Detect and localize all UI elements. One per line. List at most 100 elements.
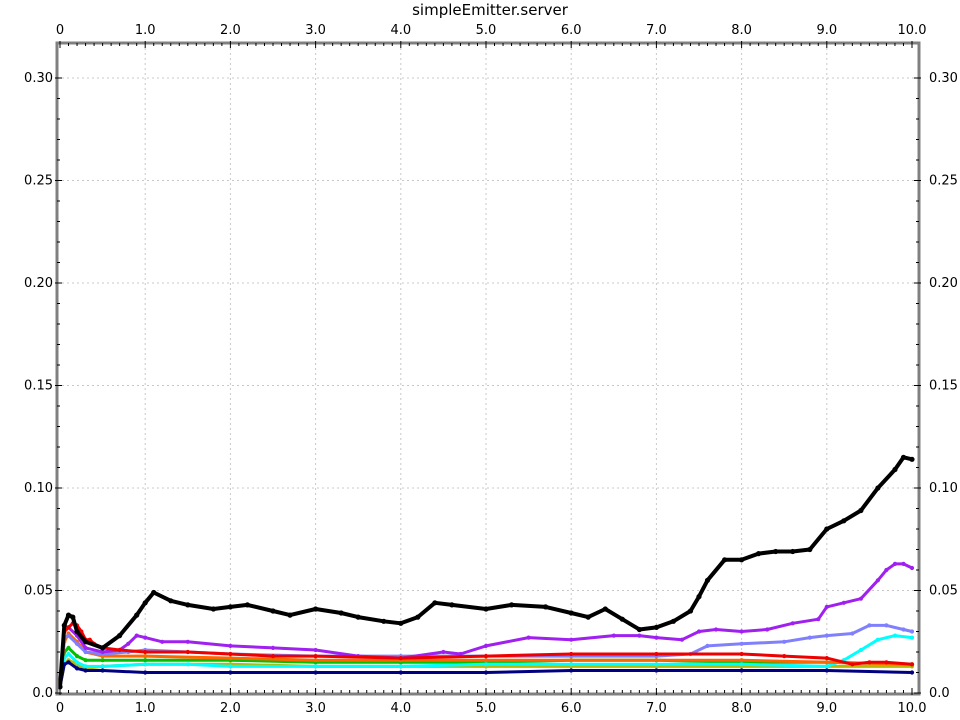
x-tick-label-bottom: 0 <box>56 701 64 716</box>
data-point <box>739 629 744 634</box>
data-point <box>654 651 659 657</box>
data-point <box>74 654 80 659</box>
data-point <box>66 660 71 665</box>
data-point <box>696 594 702 600</box>
data-point <box>892 466 898 473</box>
data-point <box>687 608 694 614</box>
data-point <box>270 608 276 614</box>
data-point <box>841 600 846 605</box>
data-point <box>83 658 88 663</box>
data-point <box>143 654 148 659</box>
data-point <box>782 654 787 659</box>
data-point <box>824 656 829 661</box>
data-point <box>909 635 915 640</box>
data-point <box>569 662 574 667</box>
data-point <box>909 670 915 675</box>
data-point <box>74 666 80 671</box>
data-point <box>415 614 421 620</box>
data-point <box>483 658 489 663</box>
data-point <box>313 670 318 675</box>
data-point <box>892 561 898 567</box>
data-point <box>824 633 829 638</box>
data-point <box>875 637 881 642</box>
data-point <box>483 662 489 667</box>
data-point <box>654 662 659 667</box>
data-point <box>722 557 728 563</box>
data-point <box>875 578 881 583</box>
data-point <box>568 610 574 616</box>
data-point <box>850 631 855 636</box>
data-point <box>654 635 659 640</box>
y-tick-label-right: 0.20 <box>929 276 958 291</box>
data-point <box>228 670 233 675</box>
data-point <box>543 604 549 610</box>
data-point <box>87 637 92 642</box>
data-point <box>228 643 233 649</box>
data-point <box>228 651 233 657</box>
data-point <box>756 551 762 557</box>
plot-frame <box>55 41 921 696</box>
data-point <box>313 647 318 653</box>
data-point <box>287 612 293 618</box>
data-point <box>569 668 574 673</box>
x-tick-label-top: 1.0 <box>135 23 156 38</box>
data-point <box>909 629 915 634</box>
series-line <box>58 455 914 689</box>
data-point <box>654 658 659 663</box>
series-line <box>58 660 914 689</box>
data-point <box>83 664 88 669</box>
x-tick-label-top: 9.0 <box>816 23 837 38</box>
data-point <box>619 616 625 622</box>
data-point <box>143 649 148 655</box>
series-group <box>57 454 915 690</box>
y-tick-label-left: 0.05 <box>24 584 53 599</box>
data-point <box>654 668 659 673</box>
data-point <box>807 635 812 640</box>
x-tick-label-bottom: 6.0 <box>561 701 582 716</box>
data-point <box>739 662 744 667</box>
data-point <box>765 627 770 632</box>
data-point <box>909 456 915 462</box>
data-point <box>117 633 123 639</box>
data-point <box>313 606 319 612</box>
data-point <box>509 602 515 608</box>
data-point <box>824 668 829 673</box>
data-point <box>151 589 157 596</box>
data-point <box>909 565 915 571</box>
data-point <box>134 612 140 618</box>
y-tick-label-right: 0.05 <box>929 584 958 599</box>
x-tick-label-top: 0 <box>56 23 64 38</box>
data-point <box>228 664 233 669</box>
x-tick-label-bottom: 10.0 <box>898 701 927 716</box>
data-point <box>739 641 744 646</box>
data-point <box>841 518 847 524</box>
data-point <box>713 627 719 632</box>
data-point <box>884 660 889 665</box>
data-point <box>143 670 148 675</box>
data-point <box>210 606 216 612</box>
x-tick-label-bottom: 9.0 <box>816 701 837 716</box>
data-point <box>816 617 821 622</box>
data-point <box>705 643 710 649</box>
data-point <box>313 664 318 669</box>
x-tick-label-top: 6.0 <box>561 23 582 38</box>
data-point <box>70 614 76 620</box>
data-point <box>83 668 88 673</box>
data-point <box>790 621 795 626</box>
data-point <box>338 610 344 616</box>
y-tick-label-left: 0.25 <box>24 174 53 189</box>
data-point <box>867 660 872 665</box>
chart-title: simpleEmitter.server <box>412 1 569 19</box>
data-point <box>143 635 148 640</box>
data-point <box>483 643 489 649</box>
data-point <box>244 602 250 608</box>
data-point <box>83 639 89 645</box>
data-point <box>143 658 148 663</box>
data-point <box>739 668 744 673</box>
data-point <box>83 645 88 651</box>
data-point <box>355 614 361 620</box>
tick-marks <box>55 41 921 695</box>
data-point <box>892 633 898 638</box>
y-tick-label-left: 0.30 <box>24 71 53 86</box>
